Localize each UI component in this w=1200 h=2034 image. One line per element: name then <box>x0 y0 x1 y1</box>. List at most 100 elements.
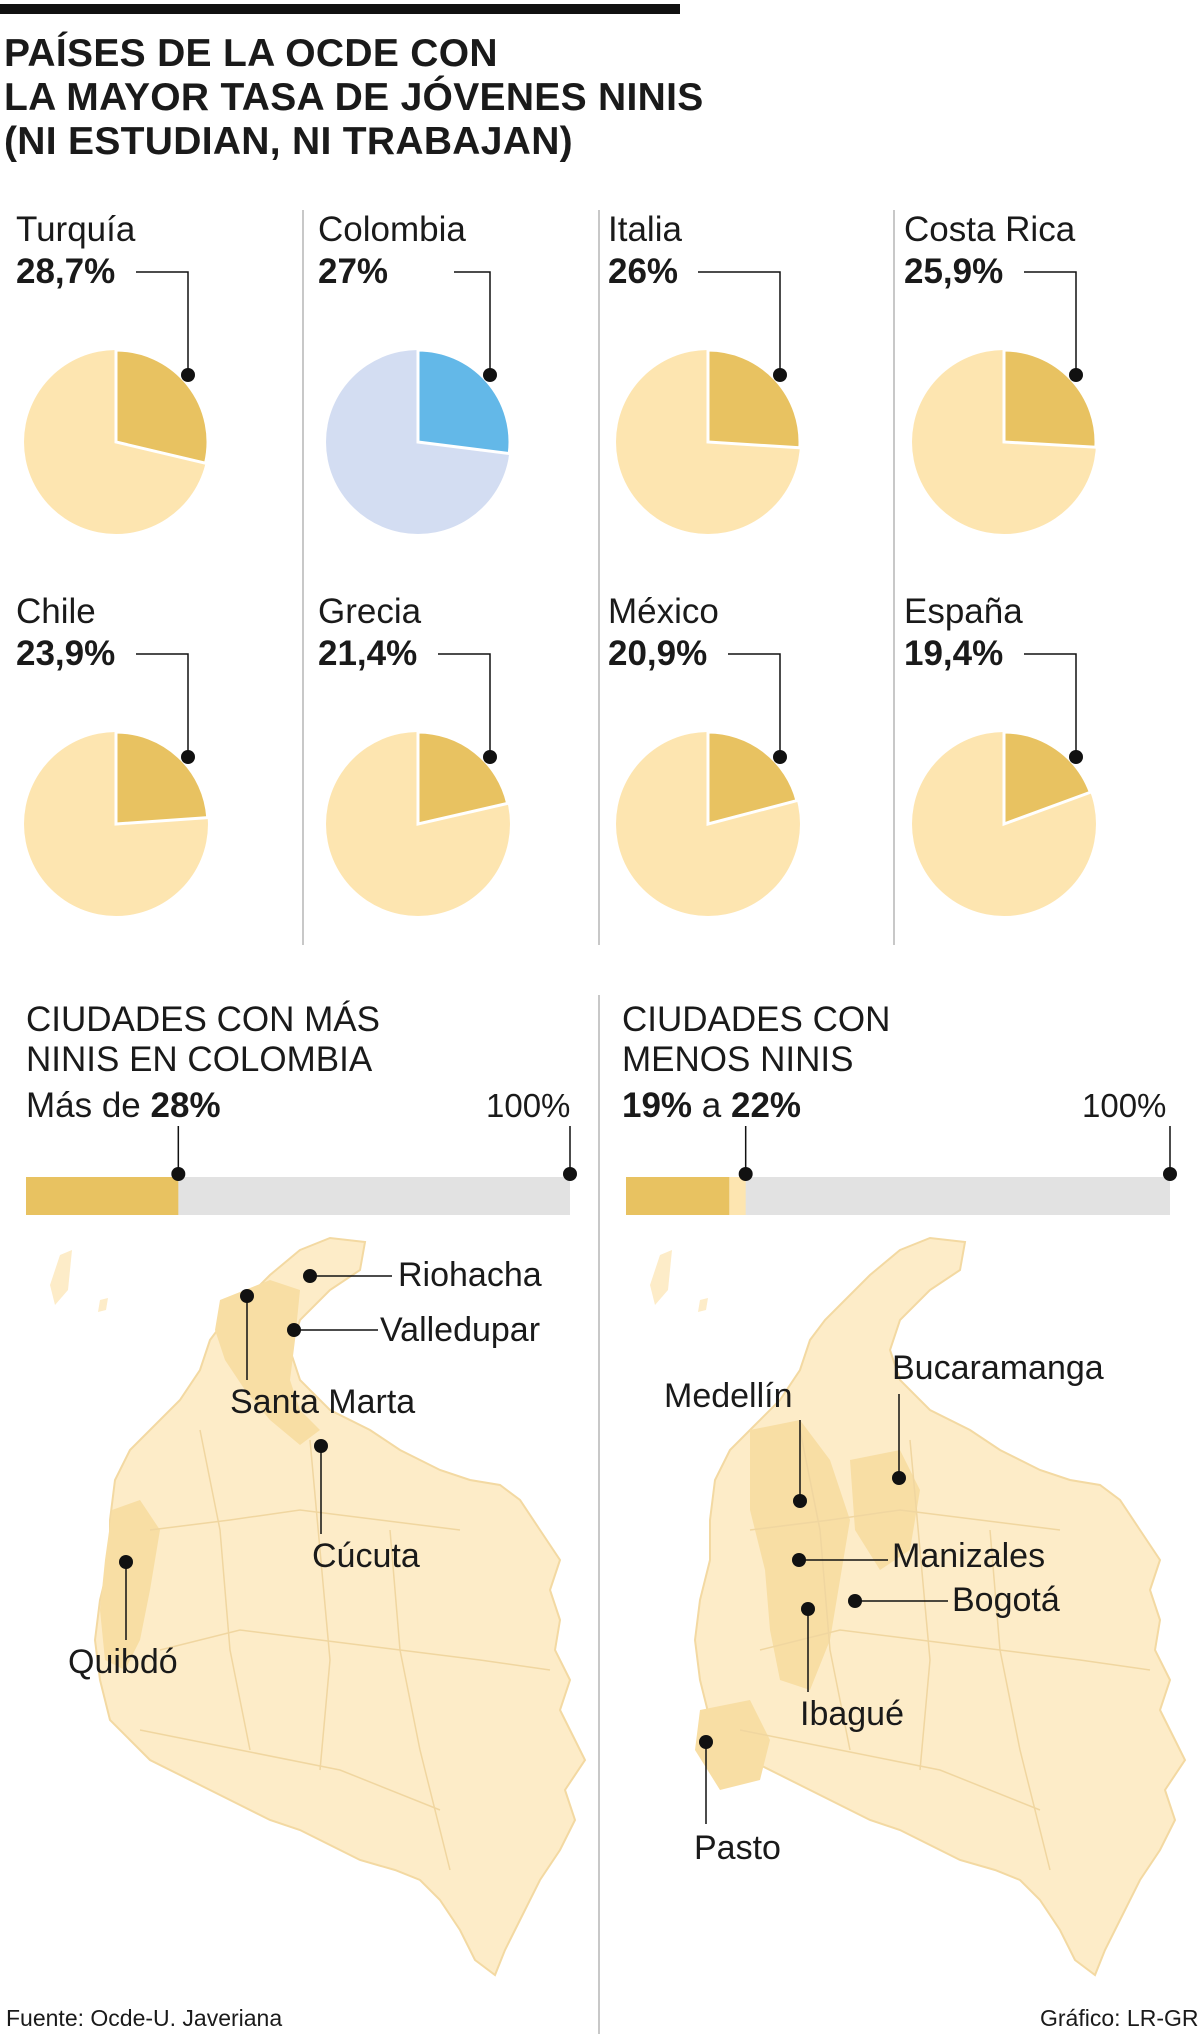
city-dot-santa-marta <box>240 1289 254 1303</box>
border-line <box>149 1509 461 1531</box>
leader-line <box>1024 653 1077 757</box>
border-line <box>799 1429 851 1751</box>
range-low: 19% <box>622 1086 693 1125</box>
country-label: Turquía <box>16 210 136 249</box>
leader-dot <box>483 750 497 764</box>
leader-dot <box>773 368 787 382</box>
city-dot-bogota <box>848 1594 862 1608</box>
highlight-region-south <box>695 1700 770 1790</box>
country-label: Italia <box>608 210 682 249</box>
island-san-andres <box>650 1250 672 1305</box>
pie-italia <box>616 271 802 534</box>
country-label: Colombia <box>318 210 466 249</box>
country-label: Grecia <box>318 592 422 631</box>
pie-espana <box>912 653 1096 916</box>
bar-fill <box>26 1177 179 1215</box>
pie-turquia <box>24 271 210 534</box>
border-line <box>139 1729 441 1811</box>
border-line <box>749 1509 1061 1531</box>
bar-fill <box>626 1177 730 1215</box>
percentage-label: 27% <box>318 252 389 291</box>
infographic-title: PAÍSES DE LA OCDE CON LA MAYOR TASA DE J… <box>4 32 704 164</box>
colombia-map-shape <box>93 1236 587 1977</box>
range-prefix: Más de <box>26 1086 141 1125</box>
city-label-medellin: Medellín <box>664 1377 793 1415</box>
leader-dot <box>181 750 195 764</box>
grid-divider <box>598 210 600 945</box>
city-label-bucaramanga: Bucaramanga <box>892 1349 1104 1387</box>
border-line <box>739 1729 1041 1811</box>
border-line <box>909 1439 931 1771</box>
colombia-map-shape <box>693 1236 1187 1977</box>
city-label-ibague: Ibagué <box>800 1695 904 1733</box>
footer-source: Fuente: Ocde-U. Javeriana <box>6 2005 283 2031</box>
percentage-label: 25,9% <box>904 252 1004 291</box>
pie-cell-espana: España 19,4% <box>892 592 1182 972</box>
bar-most-ninis <box>26 1126 577 1215</box>
pie-chile <box>24 653 210 916</box>
city-label-santa-marta: Santa Marta <box>230 1383 416 1421</box>
pie-slice <box>114 730 210 826</box>
leader-dot <box>181 368 195 382</box>
range-label: Más de 28% <box>26 1086 221 1126</box>
section-title-line-1: CIUDADES CON MÁS <box>26 1000 380 1039</box>
pie-costa-rica <box>912 271 1098 534</box>
map-internal-borders <box>739 1429 1151 1871</box>
range-high: 22% <box>731 1086 802 1125</box>
pie-cell-grecia: Grecia 21,4% <box>306 592 596 972</box>
city-dot-bucaramanga <box>892 1471 906 1485</box>
pie-mexico <box>616 653 800 916</box>
pie-grecia <box>326 653 510 916</box>
leader-line <box>698 271 781 375</box>
leader-line <box>136 271 189 375</box>
leader-dot <box>1069 750 1083 764</box>
pie-cell-italia: Italia 26% <box>596 210 886 590</box>
bar-fewer-ninis <box>626 1126 1177 1215</box>
value-dot <box>738 1167 753 1181</box>
city-dot-manizales <box>792 1553 806 1567</box>
pie-cell-costa-rica: Costa Rica 25,9% <box>892 210 1182 590</box>
border-line <box>389 1529 451 1871</box>
percentage-label: 20,9% <box>608 634 708 673</box>
section-title-line-1: CIUDADES CON <box>622 1000 891 1039</box>
border-line <box>759 1629 1151 1671</box>
max-dot <box>563 1167 577 1181</box>
pie-slice <box>114 348 210 466</box>
title-line-1: PAÍSES DE LA OCDE CON <box>4 32 498 75</box>
leader-dot <box>483 368 497 382</box>
range-label: 19% a 22% <box>622 1086 801 1126</box>
border-line <box>199 1429 251 1751</box>
top-rule <box>0 4 680 14</box>
pie-slice <box>1002 730 1093 827</box>
section-title-line-2: MENOS NINIS <box>622 1040 854 1079</box>
max-label: 100% <box>486 1087 571 1124</box>
grid-divider <box>302 210 304 945</box>
percentage-label: 28,7% <box>16 252 116 291</box>
percentage-label: 21,4% <box>318 634 418 673</box>
range-joiner: a <box>701 1086 722 1125</box>
bar-range-fill <box>729 1177 746 1215</box>
colombia-map-left <box>50 1236 587 1977</box>
title-line-2: LA MAYOR TASA DE JÓVENES NINIS <box>4 76 704 119</box>
leader-line <box>438 653 491 757</box>
pie-slice <box>416 730 510 826</box>
island-providencia <box>98 1298 108 1312</box>
range-value: 28% <box>150 1086 221 1125</box>
percentage-label: 26% <box>608 252 679 291</box>
leader-dot <box>773 750 787 764</box>
island-san-andres <box>50 1250 72 1305</box>
border-line <box>309 1439 331 1771</box>
city-label-bogota: Bogotá <box>952 1581 1060 1619</box>
grid-divider <box>893 210 895 945</box>
title-line-3: (NI ESTUDIAN, NI TRABAJAN) <box>4 120 573 163</box>
max-label: 100% <box>1082 1087 1167 1124</box>
pie-cell-mexico: México 20,9% <box>596 592 886 972</box>
country-label: Costa Rica <box>904 210 1076 249</box>
leader-line <box>1024 271 1077 375</box>
country-label: España <box>904 592 1023 631</box>
section-title-line-2: NINIS EN COLOMBIA <box>26 1040 373 1079</box>
percentage-label: 19,4% <box>904 634 1004 673</box>
city-dot-riohacha <box>303 1269 317 1283</box>
pie-slice <box>706 730 799 826</box>
